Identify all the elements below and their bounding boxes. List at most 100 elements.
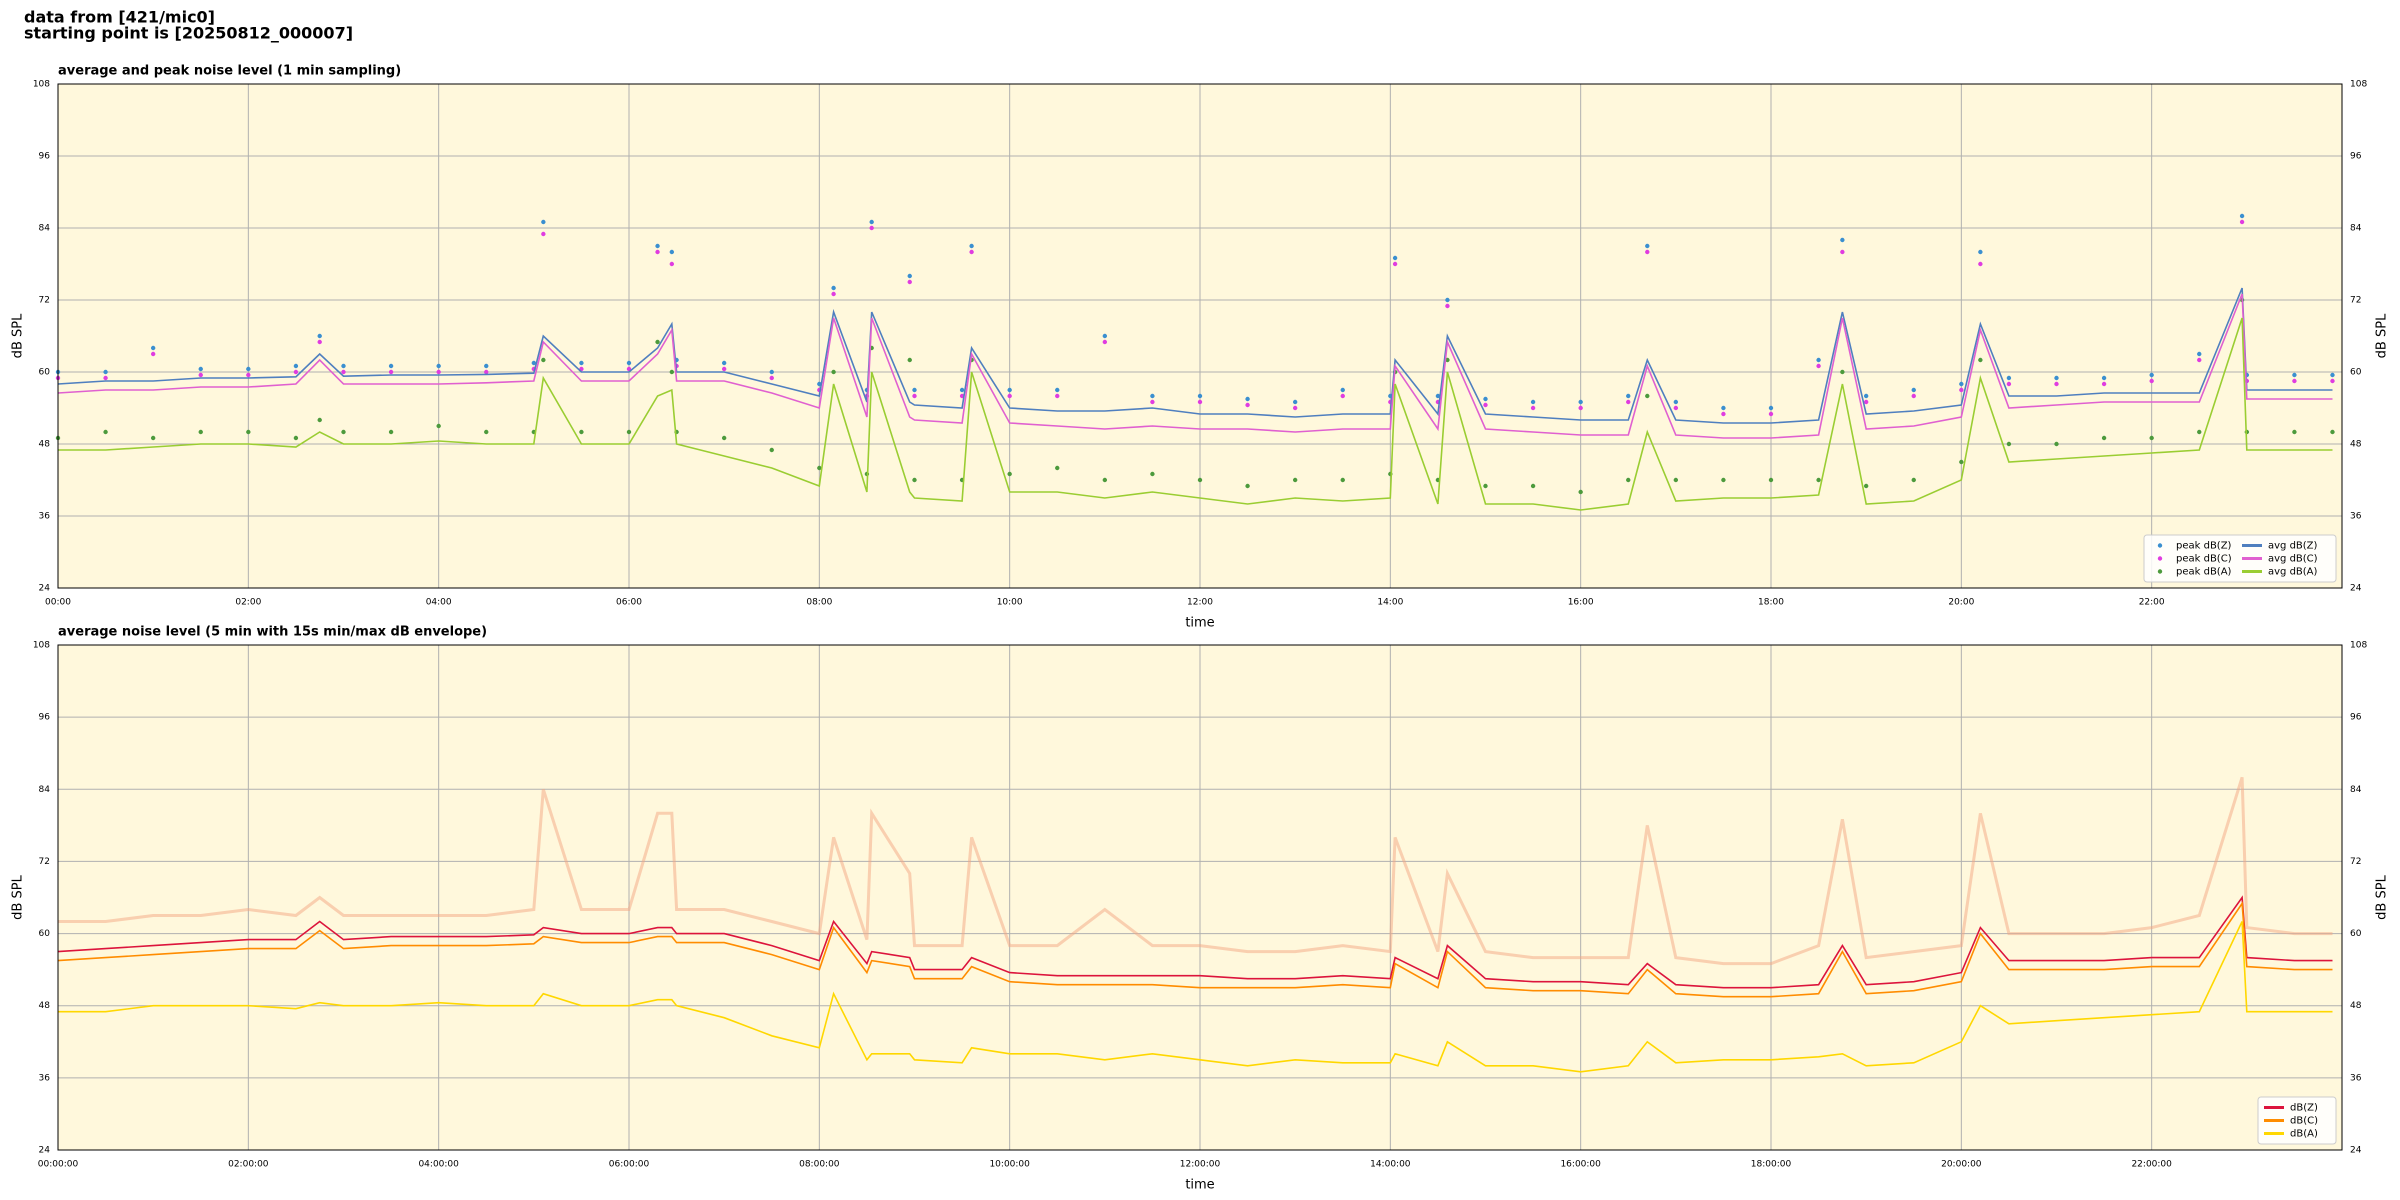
peak-point — [103, 429, 108, 435]
x-tick-label: 14:00:00 — [1370, 1160, 1411, 1170]
x-tick-label: 12:00 — [1187, 598, 1213, 608]
peak-point — [2149, 372, 2154, 378]
line — [57, 901, 2333, 998]
plot-frame — [57, 644, 2343, 1151]
peak-point — [1721, 477, 1726, 483]
y-tick-label: 60 — [2350, 929, 2362, 939]
x-tick-label: 00:00 — [45, 598, 71, 608]
peak-point — [721, 366, 727, 372]
peak-point — [1102, 339, 1108, 345]
peak-point — [1197, 477, 1203, 483]
peak-point — [831, 369, 836, 375]
peak-point — [669, 369, 675, 375]
chart-title: average noise level (5 min with 15s min/… — [58, 625, 487, 640]
peak-point — [1340, 387, 1345, 393]
peak-point — [1863, 393, 1869, 399]
peak-point — [341, 369, 346, 375]
peak-point — [317, 333, 322, 339]
peak-point — [1626, 393, 1631, 399]
legend-box — [2143, 534, 2337, 583]
peak-point — [1197, 399, 1203, 405]
peak-point — [1292, 399, 1298, 405]
peak-point — [436, 363, 441, 369]
peak-point — [388, 369, 394, 375]
y-tick-label: 72 — [2350, 857, 2361, 867]
y-tick-label: 108 — [2350, 641, 2367, 651]
peak-point — [2006, 441, 2012, 447]
peak-point — [912, 477, 917, 483]
x-tick-label: 18:00:00 — [1751, 1160, 1792, 1170]
peak-point — [541, 357, 546, 363]
x-tick-label: 08:00 — [806, 598, 832, 608]
x-tick-label: 08:00:00 — [799, 1160, 840, 1170]
x-tick-label: 02:00:00 — [228, 1160, 269, 1170]
peak-point — [1959, 459, 1964, 465]
peak-point — [1911, 477, 1916, 483]
peak-point — [317, 417, 322, 423]
y-tick-label: 96 — [39, 713, 51, 723]
peak-point — [1340, 477, 1345, 483]
chart-title: average and peak noise level (1 min samp… — [58, 64, 401, 79]
peak-point — [1816, 477, 1821, 483]
peak-point — [341, 429, 346, 435]
legend-label: dB(C) — [2290, 1116, 2318, 1127]
y-tick-label: 84 — [2350, 785, 2362, 795]
peak-point — [293, 363, 299, 369]
peak-point — [2197, 357, 2202, 363]
x-tick-label: 22:00:00 — [2131, 1160, 2172, 1170]
peak-point — [1007, 393, 1012, 399]
peak-point — [150, 345, 156, 351]
peak-point — [959, 387, 965, 393]
peak-point — [655, 243, 660, 249]
peak-point — [912, 387, 917, 393]
peak-point — [669, 261, 675, 267]
peak-point — [293, 435, 299, 441]
peak-point — [769, 375, 774, 381]
peak-point — [2330, 378, 2335, 384]
legend-label: avg dB(Z) — [2268, 541, 2318, 552]
peak-point — [1102, 477, 1108, 483]
peak-point — [1392, 261, 1398, 267]
y-tick-label: 96 — [2350, 152, 2362, 162]
y-tick-label: 96 — [2350, 713, 2362, 723]
peak-point — [198, 429, 203, 435]
peak-point — [388, 363, 394, 369]
peak-point — [912, 393, 917, 399]
peak-point — [1673, 477, 1679, 483]
peak-point — [103, 369, 108, 375]
peak-point — [293, 369, 299, 375]
peak-point — [1768, 411, 1774, 417]
y-axis-label: dB SPL — [11, 313, 26, 358]
peak-point — [869, 219, 874, 225]
peak-point — [1673, 399, 1679, 405]
peak-point — [2054, 381, 2059, 387]
peak-point — [2197, 429, 2202, 435]
line — [58, 921, 2333, 1073]
peak-point — [198, 372, 203, 378]
y-tick-label: 84 — [39, 224, 51, 234]
peak-point — [2101, 435, 2107, 441]
x-tick-label: 16:00:00 — [1560, 1160, 1601, 1170]
peak-point — [1959, 381, 1964, 387]
peak-point — [1007, 471, 1012, 477]
peak-point — [2292, 372, 2297, 378]
peak-point — [721, 360, 727, 366]
peak-point — [1863, 399, 1869, 405]
peak-point — [1530, 399, 1536, 405]
y-tick-label: 84 — [39, 785, 51, 795]
legend-label: peak dB(C) — [2176, 554, 2232, 565]
legend-marker — [2157, 543, 2163, 548]
y-tick-label: 48 — [39, 1001, 51, 1011]
legend-label: peak dB(Z) — [2176, 541, 2232, 552]
peak-point — [969, 249, 974, 255]
x-tick-label: 18:00 — [1758, 598, 1784, 608]
x-tick-label: 06:00 — [616, 598, 642, 608]
peak-point — [388, 429, 394, 435]
x-axis-label: time — [1185, 616, 1214, 631]
peak-point — [1863, 483, 1869, 489]
peak-point — [1645, 393, 1650, 399]
peak-point — [1911, 393, 1916, 399]
y-tick-label: 60 — [39, 368, 51, 378]
y-tick-label: 84 — [2350, 224, 2362, 234]
